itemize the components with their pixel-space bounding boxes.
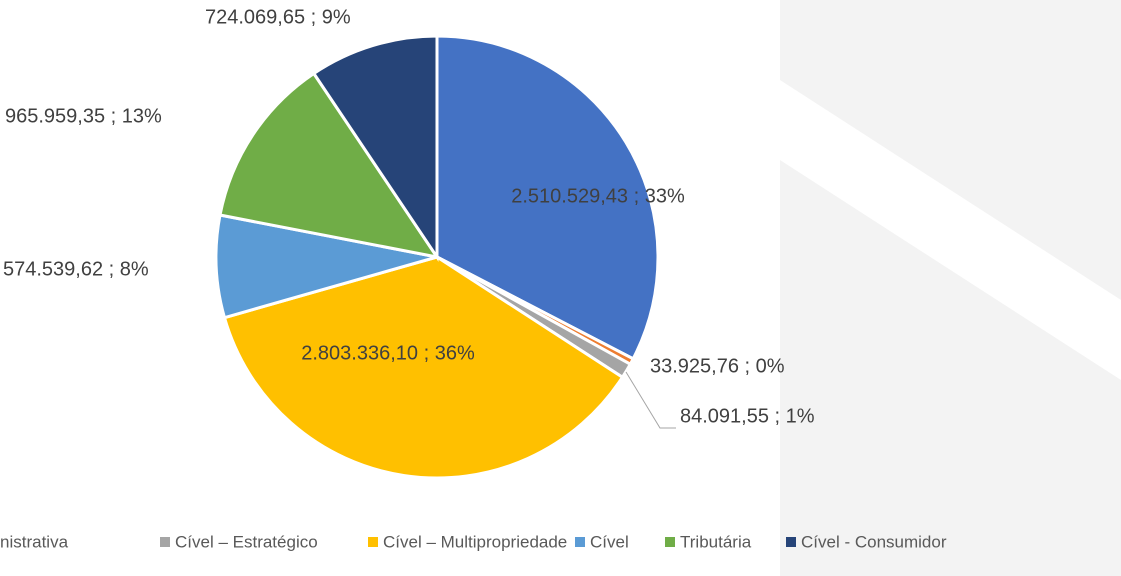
legend-swatch [575,537,585,547]
data-label: 2.510.529,43 ; 33% [511,185,685,207]
data-label: 33.925,76 ; 0% [650,355,785,377]
data-label: 724.069,65 ; 9% [205,6,351,28]
background-band [780,80,1121,380]
pie-slice [222,255,625,480]
legend-label: Cível – Estratégico [175,532,318,551]
legend-swatch [665,537,675,547]
pie-slice [218,71,441,260]
legend-label: Cível – Multipropriedade [383,532,567,551]
leader-line [625,371,676,429]
legend-label: Tributária [680,532,752,551]
legend-label: Cível [590,532,629,551]
data-label: 965.959,35 ; 13% [5,105,162,127]
legend-label: nistrativa [0,532,69,551]
pie-slice [435,34,660,361]
data-label: 574.539,62 ; 8% [3,258,149,280]
data-label: 84.091,55 ; 1% [680,405,815,427]
data-label: 2.803.336,10 ; 36% [301,342,475,364]
pie-slice [311,34,439,262]
pie-slice [214,213,438,320]
legend-swatch [160,537,170,547]
legend-label: Cível - Consumidor [801,532,947,551]
legend-swatch [786,537,796,547]
legend-swatch [368,537,378,547]
